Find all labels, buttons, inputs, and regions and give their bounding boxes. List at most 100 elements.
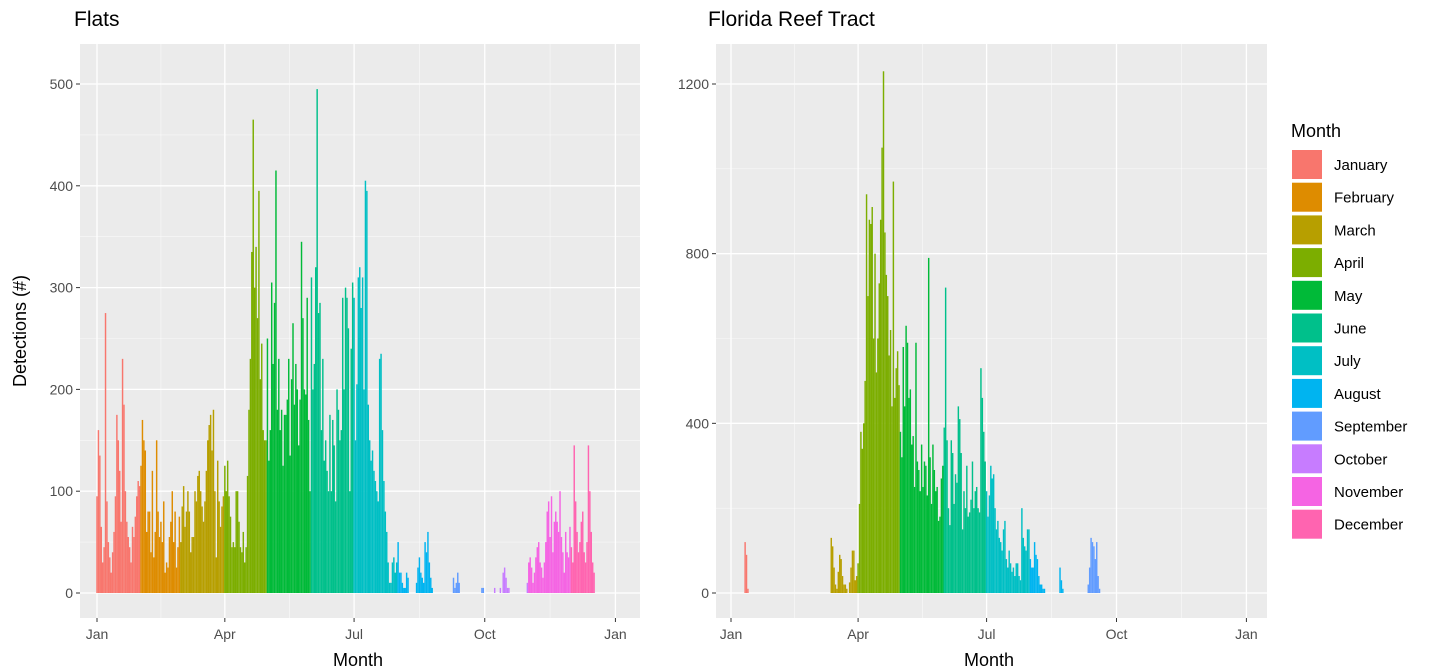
bar bbox=[110, 572, 112, 593]
bar bbox=[572, 562, 574, 593]
bar bbox=[263, 440, 266, 593]
flats-x-axis-title: Month bbox=[333, 650, 383, 670]
legend-label: January bbox=[1334, 157, 1388, 174]
bar bbox=[380, 353, 382, 593]
legend-label: July bbox=[1334, 353, 1361, 370]
bar bbox=[333, 445, 335, 593]
bar bbox=[376, 491, 378, 593]
bar bbox=[503, 567, 506, 593]
bar bbox=[236, 491, 239, 593]
bar bbox=[361, 277, 364, 593]
legend-swatch bbox=[1292, 248, 1322, 278]
bar bbox=[846, 588, 848, 593]
bar bbox=[368, 440, 371, 593]
x-tick-label: Oct bbox=[474, 626, 496, 642]
legend-label: May bbox=[1334, 288, 1363, 305]
bar bbox=[939, 516, 941, 593]
bar bbox=[103, 547, 105, 593]
bar bbox=[386, 531, 388, 593]
bar bbox=[872, 338, 875, 593]
bar bbox=[926, 495, 928, 593]
bar bbox=[280, 409, 283, 593]
bar bbox=[860, 431, 862, 593]
bar bbox=[253, 287, 256, 593]
bar bbox=[891, 406, 893, 593]
bar bbox=[1019, 580, 1022, 593]
bar bbox=[1031, 567, 1033, 593]
bar bbox=[967, 516, 969, 593]
bar bbox=[553, 521, 556, 593]
bar bbox=[745, 554, 748, 593]
bar bbox=[560, 537, 563, 593]
y-tick-label: 1200 bbox=[678, 76, 709, 92]
legend-swatch bbox=[1292, 182, 1322, 212]
bar bbox=[564, 531, 567, 593]
bar bbox=[363, 389, 365, 593]
legend-swatch bbox=[1292, 313, 1322, 343]
bar bbox=[378, 358, 381, 593]
bar bbox=[528, 562, 530, 593]
bar bbox=[830, 537, 832, 593]
bar bbox=[1029, 559, 1032, 593]
bar bbox=[394, 572, 396, 593]
bar bbox=[359, 267, 361, 593]
x-tick-label: Jan bbox=[604, 626, 627, 642]
bar bbox=[307, 419, 310, 593]
bar bbox=[292, 323, 294, 593]
bar bbox=[163, 501, 165, 593]
bar bbox=[238, 521, 240, 593]
bar bbox=[431, 587, 433, 593]
bar bbox=[744, 542, 746, 593]
bar bbox=[906, 342, 909, 593]
bar bbox=[505, 577, 507, 593]
bar bbox=[155, 440, 158, 593]
bar bbox=[167, 567, 169, 593]
bar bbox=[929, 457, 931, 593]
bar bbox=[123, 404, 125, 593]
bar bbox=[297, 445, 300, 593]
bar bbox=[933, 469, 936, 593]
bar bbox=[909, 389, 912, 593]
bar bbox=[529, 557, 531, 593]
bar bbox=[895, 368, 897, 593]
bar bbox=[879, 219, 882, 594]
bar bbox=[343, 389, 345, 593]
bar bbox=[251, 251, 253, 593]
bar bbox=[1032, 567, 1034, 593]
bar bbox=[124, 491, 127, 593]
bar bbox=[145, 531, 148, 593]
bar bbox=[315, 267, 317, 593]
legend-entry: August bbox=[1292, 378, 1382, 408]
bar bbox=[555, 511, 557, 593]
bar bbox=[319, 302, 321, 593]
bar bbox=[903, 406, 906, 593]
bar bbox=[936, 486, 938, 593]
bar bbox=[144, 450, 147, 593]
y-tick-label: 400 bbox=[686, 415, 710, 431]
legend-swatch bbox=[1292, 411, 1322, 441]
bar bbox=[383, 481, 385, 593]
bar bbox=[576, 531, 578, 593]
bar bbox=[552, 552, 554, 593]
bar bbox=[994, 508, 996, 593]
bar bbox=[353, 297, 355, 593]
legend-swatch bbox=[1292, 346, 1322, 376]
bar bbox=[896, 351, 899, 593]
bar bbox=[833, 567, 835, 593]
bar bbox=[113, 531, 115, 593]
bar bbox=[1011, 571, 1013, 593]
bar bbox=[170, 521, 172, 593]
bar bbox=[1022, 537, 1025, 593]
bar bbox=[1021, 508, 1023, 593]
bar bbox=[185, 511, 188, 593]
bar bbox=[850, 567, 852, 593]
bar bbox=[226, 460, 229, 593]
bar bbox=[276, 409, 279, 593]
bar bbox=[949, 525, 951, 593]
bar bbox=[400, 572, 402, 593]
y-tick-label: 400 bbox=[50, 178, 74, 194]
bar bbox=[279, 430, 281, 593]
bar bbox=[1016, 563, 1019, 593]
bar bbox=[932, 444, 934, 593]
bar bbox=[747, 588, 749, 593]
